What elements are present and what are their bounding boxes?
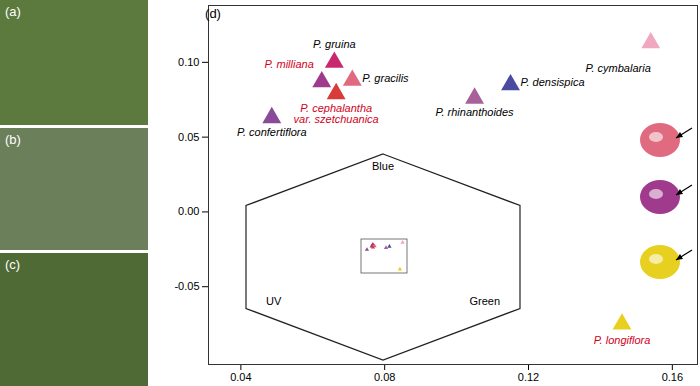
svg-text:P. cymbalaria: P. cymbalaria xyxy=(586,62,651,74)
html-text:(a): (a) xyxy=(5,4,21,19)
svg-text:Green: Green xyxy=(469,295,500,307)
svg-text:Blue: Blue xyxy=(372,160,394,172)
svg-text:P. gruina: P. gruina xyxy=(313,38,356,50)
svg-text:0.08: 0.08 xyxy=(374,371,395,383)
svg-text:0.10: 0.10 xyxy=(178,56,199,68)
svg-text:(d): (d) xyxy=(205,6,221,21)
svg-text:0.05: 0.05 xyxy=(178,131,199,143)
svg-text:0.16: 0.16 xyxy=(662,371,683,383)
svg-text:P. rhinanthoides: P. rhinanthoides xyxy=(436,106,515,118)
svg-text:0.04: 0.04 xyxy=(230,371,251,383)
html-text:(b): (b) xyxy=(5,132,21,147)
svg-text:0.12: 0.12 xyxy=(518,371,539,383)
svg-text:P. densispica: P. densispica xyxy=(521,76,585,88)
svg-text:P. confertiflora: P. confertiflora xyxy=(237,125,307,137)
svg-text:-0.05: -0.05 xyxy=(174,280,199,292)
svg-text:P. milliana: P. milliana xyxy=(264,58,313,70)
svg-text:UV: UV xyxy=(266,295,282,307)
svg-text:P. gracilis: P. gracilis xyxy=(362,72,409,84)
html-text:(c): (c) xyxy=(5,257,21,272)
svg-text:0.00: 0.00 xyxy=(178,205,199,217)
svg-text:P. longiflora: P. longiflora xyxy=(594,334,651,346)
svg-text:P. cephalanthavar. szetchuanic: P. cephalanthavar. szetchuanica xyxy=(294,102,379,125)
